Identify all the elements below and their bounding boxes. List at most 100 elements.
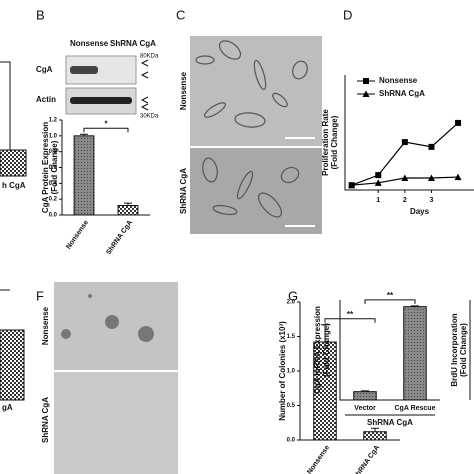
error-bar [411, 305, 419, 307]
cell [218, 40, 242, 60]
y-tick-label: 0.6 [49, 165, 58, 171]
y-tick-label: 0.4 [49, 181, 58, 187]
cell [280, 166, 300, 184]
cell [204, 102, 226, 118]
y-tick-label: 0.5 [287, 403, 296, 409]
x-tick-label: 2 [403, 197, 407, 204]
y-axis-title: BrdU Incorporation [450, 313, 459, 386]
error-bar [124, 202, 132, 206]
marker [401, 139, 408, 146]
error-bar [361, 390, 369, 392]
micrograph [190, 36, 322, 146]
legend-label: ShRNA CgA [379, 89, 425, 98]
blot-column: ShRNA CgA [110, 39, 156, 48]
marker [374, 179, 382, 186]
bar [363, 431, 387, 441]
marker [427, 174, 435, 182]
y-tick-label: 0.0 [49, 213, 58, 219]
marker [428, 143, 435, 150]
x-axis-title: Days [410, 207, 430, 216]
significance-bracket [324, 318, 376, 323]
panel-letter: B [36, 7, 45, 22]
y-tick-label: 1.0 [287, 369, 296, 375]
y-axis-title: (Fold Change) [322, 323, 331, 377]
cell [195, 55, 215, 65]
y-axis-title: (Fold Change) [50, 140, 59, 194]
blot-marker: 80KDa [140, 54, 159, 60]
image-label: ShRNA CgA [41, 397, 50, 443]
blot-column: Nonsense [70, 39, 109, 48]
blot-marker: 30KDa [140, 114, 159, 120]
error-bar [371, 427, 379, 432]
micrograph [54, 372, 178, 474]
significance-bracket [83, 127, 129, 133]
cell [234, 112, 266, 128]
x-tick-label: ShRNA CgA [352, 444, 381, 474]
y-tick-label: 2.0 [287, 300, 296, 306]
error-bar [321, 324, 329, 343]
panel-letter: G [288, 288, 298, 303]
cell-texture [195, 40, 308, 218]
panel-letter: D [343, 7, 352, 22]
blot-arrow [140, 59, 149, 111]
partial-bar [0, 329, 25, 401]
panel-letter: C [176, 7, 185, 22]
y-tick-label: 0.8 [49, 149, 58, 155]
bar [73, 135, 95, 216]
image-label: ShRNA CgA [179, 168, 188, 214]
panel-letter: F [36, 288, 44, 303]
cell [212, 204, 238, 216]
significance: * [104, 119, 108, 128]
marker [348, 181, 356, 189]
cell [202, 157, 218, 183]
blot-row: CgA [36, 65, 53, 74]
y-tick-label: 0.2 [49, 197, 58, 203]
y-axis-title: (Fold Change) [459, 323, 468, 377]
y-axis-title: CgA Protein Expression [41, 122, 50, 213]
bar [353, 391, 377, 401]
y-tick-label: 1.2 [49, 118, 58, 124]
image-label: Nonsense [179, 71, 188, 110]
image-label: Nonsense [41, 306, 50, 345]
y-tick-label: 1.5 [287, 334, 296, 340]
bar [403, 306, 427, 401]
x-tick-label: Vector [354, 405, 376, 412]
cell [272, 92, 288, 108]
cell [253, 59, 267, 91]
partial-axis [0, 61, 11, 150]
significance-bracket [364, 299, 416, 304]
y-tick-label: 0.0 [287, 438, 296, 444]
partial-bar [0, 149, 27, 177]
x-tick-label: CgA Rescue [395, 405, 436, 412]
marker [375, 172, 382, 179]
micrograph [190, 148, 322, 234]
colony [61, 294, 154, 342]
x-tick-label: Nonsense [306, 444, 331, 474]
marker [455, 119, 462, 126]
y-axis-title: Number of Colonies (x10³) [278, 321, 287, 421]
y-axis-title: CgA mRNA Expression [313, 306, 322, 394]
x-tick-label: 3 [429, 197, 433, 204]
marker [363, 78, 369, 84]
y-axis-title: Proliferation Rate [321, 109, 330, 176]
significance: ** [347, 310, 354, 319]
marker [401, 174, 409, 182]
cell [257, 192, 283, 218]
legend-label: Nonsense [379, 76, 418, 85]
marker [362, 90, 370, 97]
partial-label: h CgA [2, 181, 26, 190]
partial-label: gA [2, 403, 13, 412]
cell [292, 60, 308, 80]
group-label: ShRNA CgA [367, 418, 413, 427]
marker [454, 173, 462, 181]
y-axis-title: (Fold Change) [330, 115, 339, 169]
x-tick-label: ShRNA CgA [105, 219, 134, 256]
blot-row: Actin [36, 95, 56, 104]
cell [236, 170, 254, 200]
y-tick-label: 1.0 [49, 133, 58, 139]
x-tick-label: Nonsense [65, 219, 90, 251]
blot-band [70, 97, 132, 104]
x-tick-label: 1 [376, 197, 380, 204]
blot-band [70, 66, 98, 74]
